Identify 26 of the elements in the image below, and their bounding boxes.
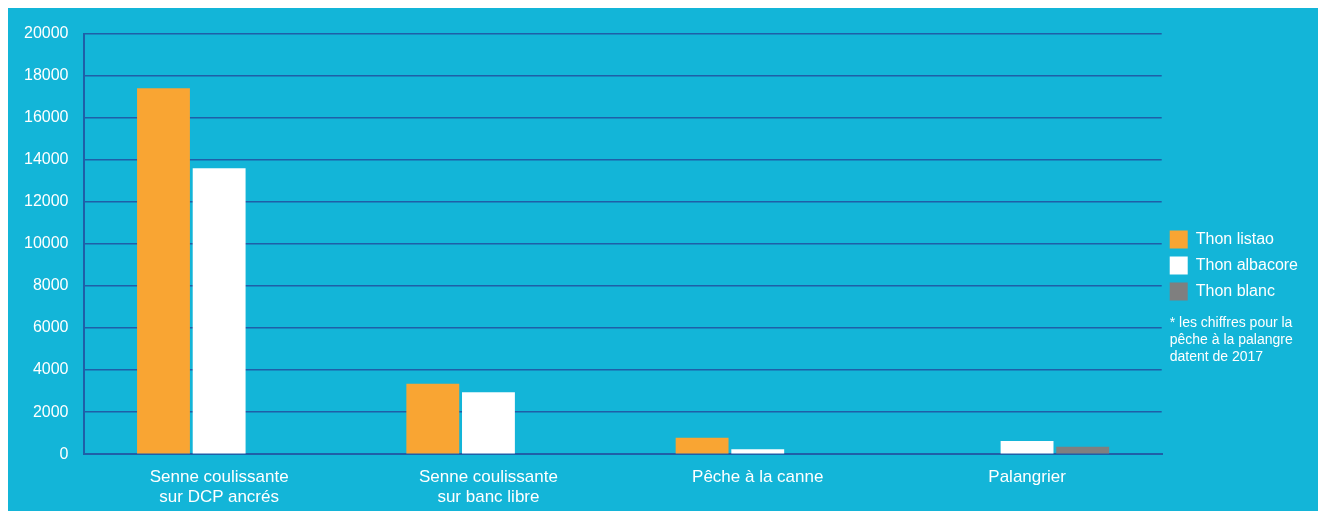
legend-label: Thon blanc — [1195, 281, 1275, 299]
y-tick-label: 10000 — [23, 234, 69, 252]
x-tick-label: Palangrier — [988, 467, 1067, 487]
y-tick-label: 4000 — [32, 360, 69, 378]
x-tick-label: Senne coulissante sur banc libre — [418, 467, 558, 507]
y-tick-label: 12000 — [23, 192, 69, 210]
y-tick-label: 16000 — [23, 108, 69, 126]
bar — [675, 437, 729, 454]
bar — [406, 383, 460, 454]
bar — [1000, 440, 1054, 454]
y-tick-label: 8000 — [32, 276, 69, 294]
bar — [192, 168, 246, 454]
bar — [462, 392, 515, 454]
legend-label: Thon listao — [1195, 229, 1275, 247]
x-tick-label: Pêche à la canne — [692, 467, 824, 487]
y-tick-label: 2000 — [32, 402, 69, 420]
bar — [137, 88, 190, 454]
y-tick-label: 0 — [59, 444, 69, 462]
x-tick-label: Senne coulissante sur DCP ancrés — [149, 467, 289, 507]
bar — [731, 449, 785, 454]
y-tick-label: 18000 — [23, 66, 69, 84]
y-tick-label: 14000 — [23, 150, 69, 168]
legend-label: Thon albacore — [1195, 255, 1299, 273]
y-tick-label: 6000 — [32, 318, 69, 336]
y-tick-label: 20000 — [23, 24, 69, 42]
text: * les chiffres pour la pêche à la palangre datent de 2017 — [1169, 314, 1293, 365]
